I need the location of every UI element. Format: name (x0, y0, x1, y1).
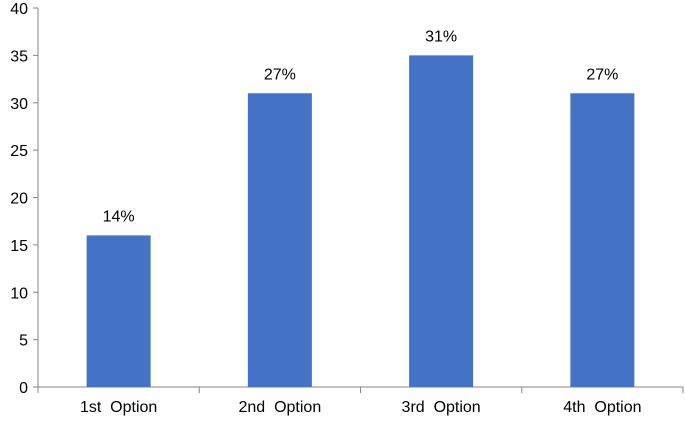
y-tick-label: 5 (19, 333, 28, 350)
y-tick-label: 15 (10, 238, 28, 255)
data-label: 14% (103, 208, 135, 225)
x-axis: 1st Option 2nd Option 3rd Option 4th Option (37, 386, 684, 416)
bar (247, 93, 312, 388)
y-tick-label: 35 (10, 48, 28, 65)
y-tick-label: 30 (10, 96, 28, 113)
bar (86, 235, 151, 387)
category-label: 2nd Option (239, 399, 322, 416)
y-tick-label: 20 (10, 191, 28, 208)
bars (86, 55, 635, 388)
bar (409, 55, 474, 387)
category-label: 1st Option (80, 399, 157, 416)
data-label: 31% (425, 28, 457, 45)
bar (570, 93, 635, 388)
data-label: 27% (264, 66, 296, 83)
y-tick-label: 10 (10, 285, 28, 302)
y-tick-label: 40 (10, 1, 28, 18)
y-tick-label: 25 (10, 143, 28, 160)
y-tick-label: 0 (19, 380, 28, 397)
category-label: 4th Option (563, 399, 641, 416)
category-label: 3rd Option (402, 399, 481, 416)
data-label: 27% (586, 66, 618, 83)
y-axis: 0 5 10 15 20 25 30 35 40 (10, 1, 39, 397)
data-labels: 14% 27% 31% 27% (103, 28, 619, 225)
